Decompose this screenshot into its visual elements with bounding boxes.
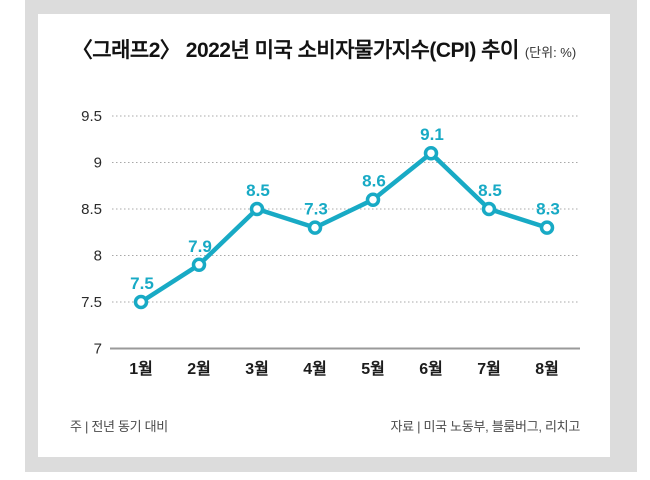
data-point-label: 8.5 [246,181,270,200]
data-point [191,257,207,273]
y-tick-label: 7 [94,341,102,358]
data-point-label: 7.3 [304,200,328,219]
data-point-label: 8.3 [536,200,560,219]
y-tick-label: 9 [94,155,102,172]
chart-title-row: 〈그래프2〉 2022년 미국 소비자물가지수(CPI) 추이 (단위: %) [38,34,610,64]
x-axis-month-label: 5월 [361,360,385,378]
data-point [539,220,555,235]
y-tick-label: 9.5 [81,108,102,125]
data-point-label: 7.9 [188,237,212,256]
data-point [365,192,381,207]
x-axis-month-label: 4월 [303,360,327,378]
note-source: 자료 | 미국 노동부, 블룸버그, 리치고 [390,419,580,434]
data-point-label: 9.1 [420,125,444,144]
y-tick-label: 8.5 [81,201,102,218]
x-axis-month-label: 6월 [419,360,443,378]
x-axis-month-label: 8월 [535,360,559,378]
cpi-line-chart: 9.5 9 8.5 8 7.5 7 7.5 1월 7.9 2월 8.5 3월 7.3 4월 8.6 5월 9.1… [81,108,580,378]
data-point [307,220,323,235]
x-axis-month-label: 1월 [129,360,153,378]
data-point [133,294,149,310]
y-tick-label: 8 [94,248,102,265]
note-basis: 주 | 전년 동기 대비 [70,419,168,434]
x-axis-month-label: 2월 [187,360,211,378]
chart-unit-label: (단위: %) [524,45,577,60]
chart-card: 〈그래프2〉 2022년 미국 소비자물가지수(CPI) 추이 (단위: %) 9… [38,14,610,457]
data-point [481,201,497,217]
data-point-label: 7.5 [130,274,154,293]
cpi-line [138,150,550,305]
x-axis-month-label: 7월 [477,360,501,378]
data-point-label: 8.5 [478,181,502,200]
chart-title: 〈그래프2〉 2022년 미국 소비자물가지수(CPI) 추이 [71,39,520,62]
data-point-label: 8.6 [362,172,386,191]
y-tick-label: 7.5 [81,294,102,311]
x-axis-month-label: 3월 [245,360,269,378]
data-point [423,145,439,161]
chart-footnotes: 주 | 전년 동기 대비 자료 | 미국 노동부, 블룸버그, 리치고 [38,416,610,435]
data-point [249,201,265,217]
